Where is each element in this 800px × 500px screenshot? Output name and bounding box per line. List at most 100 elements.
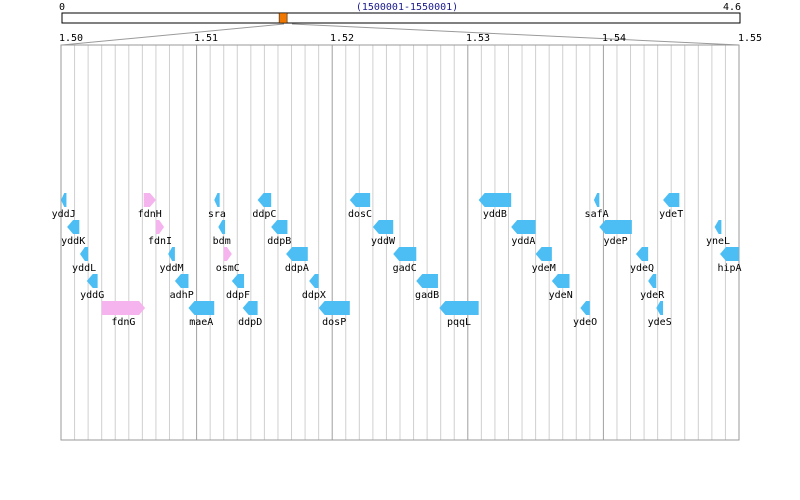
gene-arrow[interactable] [663,193,680,207]
gene-arrow[interactable] [511,220,536,234]
gene-feature[interactable]: ydeS [648,301,672,328]
gene-label[interactable]: yddB [483,209,507,220]
gene-feature[interactable]: ydeN [549,274,573,301]
gene-feature[interactable]: pqqL [439,301,479,328]
gene-feature[interactable]: yddG [80,274,104,301]
gene-arrow[interactable] [188,301,215,315]
gene-arrow[interactable] [478,193,512,207]
gene-label[interactable]: safA [585,209,609,220]
gene-label[interactable]: yddL [72,263,96,274]
gene-arrow[interactable] [271,220,288,234]
gene-arrow[interactable] [155,220,165,234]
gene-feature[interactable]: yddK [61,220,85,247]
gene-feature[interactable]: yddA [511,220,536,247]
gene-label[interactable]: ydeN [549,290,573,301]
gene-feature[interactable]: dosC [348,193,372,220]
gene-feature[interactable]: sra [208,193,226,220]
gene-feature[interactable]: dosP [318,301,350,328]
gene-feature[interactable]: ddpB [267,220,291,247]
gene-arrow[interactable] [580,301,590,315]
gene-label[interactable]: fdnH [138,209,162,220]
gene-label[interactable]: ddpB [267,236,291,247]
gene-label[interactable]: adhP [170,290,194,301]
gene-feature[interactable]: ydeQ [630,247,654,274]
gene-arrow[interactable] [214,193,220,207]
gene-arrow[interactable] [720,247,739,261]
gene-feature[interactable]: ydeT [659,193,683,220]
gene-arrow[interactable] [257,193,272,207]
gene-feature[interactable]: yddL [72,247,96,274]
gene-label[interactable]: yddJ [52,209,76,220]
gene-feature[interactable]: fdnI [148,220,172,247]
gene-feature[interactable]: yddM [159,247,184,274]
gene-label[interactable]: ydeS [648,317,672,328]
gene-label[interactable]: maeA [189,317,213,328]
gene-feature[interactable]: fdnH [138,193,162,220]
gene-arrow[interactable] [61,193,67,207]
gene-feature[interactable]: ddpA [285,247,309,274]
gene-feature[interactable]: yddJ [52,193,76,220]
gene-arrow[interactable] [86,274,98,288]
gene-arrow[interactable] [101,301,146,315]
gene-feature[interactable]: maeA [188,301,215,328]
gene-arrow[interactable] [143,193,156,207]
gene-feature[interactable]: ddpC [252,193,276,220]
gene-arrow[interactable] [349,193,371,207]
gene-arrow[interactable] [168,247,175,261]
gene-arrow[interactable] [218,220,226,234]
gene-feature[interactable]: yneL [706,220,730,247]
gene-feature[interactable]: adhP [170,274,194,301]
gene-label[interactable]: sra [208,209,226,220]
gene-label[interactable]: ydeP [604,236,628,247]
gene-label[interactable]: dosC [348,209,372,220]
gene-arrow[interactable] [174,274,189,288]
gene-arrow[interactable] [286,247,308,261]
gene-arrow[interactable] [439,301,479,315]
gene-label[interactable]: fdnI [148,236,172,247]
gene-label[interactable]: osmC [216,263,240,274]
gene-feature[interactable]: safA [585,193,609,220]
gene-arrow[interactable] [535,247,552,261]
gene-label[interactable]: pqqL [447,317,471,328]
gene-label[interactable]: ddpF [226,290,250,301]
gene-label[interactable]: ddpD [238,317,262,328]
gene-label[interactable]: ddpA [285,263,309,274]
gene-feature[interactable]: ydeR [640,274,665,301]
gene-label[interactable]: gadC [393,263,417,274]
gene-label[interactable]: ddpC [252,209,276,220]
gene-feature[interactable]: ddpD [238,301,262,328]
gene-arrow[interactable] [635,247,649,261]
gene-label[interactable]: yddW [371,236,396,247]
gene-feature[interactable]: bdm [213,220,231,247]
gene-feature[interactable]: yddW [371,220,396,247]
gene-arrow[interactable] [223,247,232,261]
gene-label[interactable]: bdm [213,236,231,247]
gene-label[interactable]: ddpX [302,290,326,301]
gene-arrow[interactable] [416,274,438,288]
gene-feature[interactable]: yddB [478,193,512,220]
gene-arrow[interactable] [656,301,664,315]
gene-label[interactable]: gadB [415,290,439,301]
gene-arrow[interactable] [242,301,258,315]
gene-label[interactable]: dosP [322,317,346,328]
gene-arrow[interactable] [599,220,632,234]
gene-arrow[interactable] [393,247,417,261]
gene-label[interactable]: yddK [61,236,85,247]
gene-label[interactable]: yddA [511,236,535,247]
gene-arrow[interactable] [551,274,570,288]
current-region-marker[interactable] [278,12,288,24]
gene-arrow[interactable] [648,274,657,288]
gene-label[interactable]: ydeM [532,263,556,274]
gene-label[interactable]: yneL [706,236,730,247]
gene-feature[interactable]: ydeM [532,247,556,274]
gene-label[interactable]: yddM [159,263,183,274]
gene-arrow[interactable] [79,247,89,261]
gene-arrow[interactable] [372,220,394,234]
gene-label[interactable]: ydeO [573,317,597,328]
gene-feature[interactable]: gadC [393,247,417,274]
overview-track[interactable] [61,12,741,24]
gene-feature[interactable]: ddpF [226,274,250,301]
gene-arrow[interactable] [593,193,600,207]
gene-label[interactable]: yddG [80,290,104,301]
gene-arrow[interactable] [309,274,319,288]
